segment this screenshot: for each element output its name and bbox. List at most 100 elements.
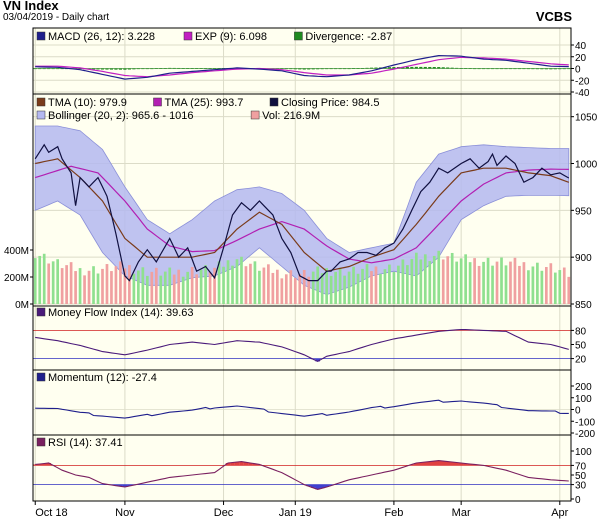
momentum-line [35, 399, 569, 419]
volume-bar [65, 265, 68, 304]
divergence-bar [558, 68, 562, 70]
divergence-bar [419, 66, 423, 69]
vol-tick-label-0: 400M [4, 246, 29, 257]
tma25-line [35, 165, 569, 264]
legend-price-1: TMA (25): 993.7 [165, 97, 244, 109]
volume-bar [388, 264, 391, 304]
volume-bar [249, 263, 252, 304]
volume-bar [199, 269, 203, 304]
rsi-oversold-fill [324, 484, 329, 487]
volume-bar [473, 258, 476, 304]
ytick-label-momentum-4: -200 [575, 429, 595, 440]
volume-bar [262, 267, 266, 304]
volume-bar [60, 268, 64, 304]
volume-bar [235, 259, 239, 304]
volume-bar [141, 267, 145, 304]
divergence-bar [562, 68, 566, 70]
volume-bar [531, 266, 535, 304]
legend-price2-0: Bollinger (20, 2): 965.6 - 1016 [48, 110, 194, 122]
divergence-bar [486, 68, 490, 70]
legend-momentum-0: Momentum (12): -27.4 [48, 372, 157, 384]
exp-line [35, 56, 569, 78]
volume-bar [441, 259, 445, 304]
volume-bar [316, 266, 320, 304]
divergence-bar [325, 68, 329, 70]
divergence-bar [338, 68, 342, 70]
ytick-label-price-1: 1000 [575, 160, 598, 171]
volume-bar [231, 265, 234, 304]
xtick-label-4: Feb [384, 507, 403, 519]
rsi-overbought-fill [463, 463, 468, 466]
ytick-label-macd-4: -40 [575, 88, 590, 99]
rsi-overbought-fill [440, 461, 446, 466]
ytick-label-macd-0: 40 [575, 41, 587, 52]
volume-bar [464, 254, 467, 304]
divergence-bar [284, 68, 288, 70]
rsi-overbought-fill [239, 461, 244, 466]
volume-bar [123, 268, 127, 304]
volume-bar [513, 257, 517, 304]
legend-swatch-macd-1 [183, 31, 193, 41]
ytick-label-rsi-3: 30 [575, 481, 587, 492]
divergence-bar [544, 68, 548, 70]
divergence-bar [513, 68, 517, 70]
volume-bar [145, 275, 149, 304]
volume-bar [379, 273, 382, 304]
rsi-oversold-fill [127, 484, 132, 487]
volume-bar [74, 271, 77, 304]
divergence-bar [405, 66, 409, 69]
vol-tick-label-1: 200M [4, 273, 29, 284]
divergence-bar [347, 68, 351, 70]
volume-bar [222, 266, 225, 304]
volume-bar [549, 263, 553, 304]
volume-bar [459, 258, 463, 304]
volume-bar [406, 265, 409, 304]
divergence-bar [334, 68, 338, 70]
rsi-overbought-fill [252, 463, 258, 466]
volume-bar [414, 252, 418, 304]
ytick-label-momentum-0: 200 [575, 382, 592, 393]
divergence-bar [531, 68, 535, 70]
divergence-bar [132, 68, 136, 70]
volume-bar [374, 266, 378, 304]
volume-bar [329, 275, 333, 304]
volume-bar [293, 278, 297, 304]
legend-swatch-price2-0 [36, 110, 46, 120]
volume-bar [240, 256, 243, 304]
ytick-label-price-4: 850 [575, 300, 592, 311]
volume-bar [96, 273, 100, 304]
ytick-label-rsi-4: 0 [575, 495, 581, 506]
volume-bar [186, 271, 190, 304]
volume-bar [181, 276, 185, 304]
volume-bar [352, 266, 355, 304]
ytick-label-rsi-1: 70 [575, 461, 587, 472]
volume-bar [432, 255, 436, 304]
closing-price-line [34, 143, 570, 282]
divergence-bar [293, 68, 297, 70]
volume-bar [137, 270, 140, 304]
divergence-bar [441, 67, 445, 69]
rsi-oversold-fill [118, 484, 123, 487]
divergence-bar [526, 68, 530, 70]
legend-mfi-0: Money Flow Index (14): 39.63 [48, 307, 194, 319]
volume-bar [370, 271, 373, 304]
volume-bar [105, 264, 109, 304]
volume-bar [177, 269, 181, 304]
ytick-label-rsi-0: 100 [575, 447, 592, 458]
vol-tick-label-2: 0M [15, 300, 29, 311]
volume-bar [486, 257, 490, 304]
ytick-label-price-3: 900 [575, 253, 592, 264]
divergence-bar [145, 68, 149, 70]
volume-bar [190, 267, 194, 304]
volume-bar [47, 263, 51, 304]
divergence-bar [123, 68, 127, 70]
volume-bar [446, 256, 450, 304]
divergence-bar [311, 68, 315, 70]
volume-bar [365, 264, 369, 304]
volume-bar [450, 252, 454, 304]
volume-bar [540, 270, 544, 304]
xtick-label-1: Nov [115, 507, 135, 519]
divergence-bar [450, 67, 454, 69]
volume-bar [428, 261, 432, 304]
